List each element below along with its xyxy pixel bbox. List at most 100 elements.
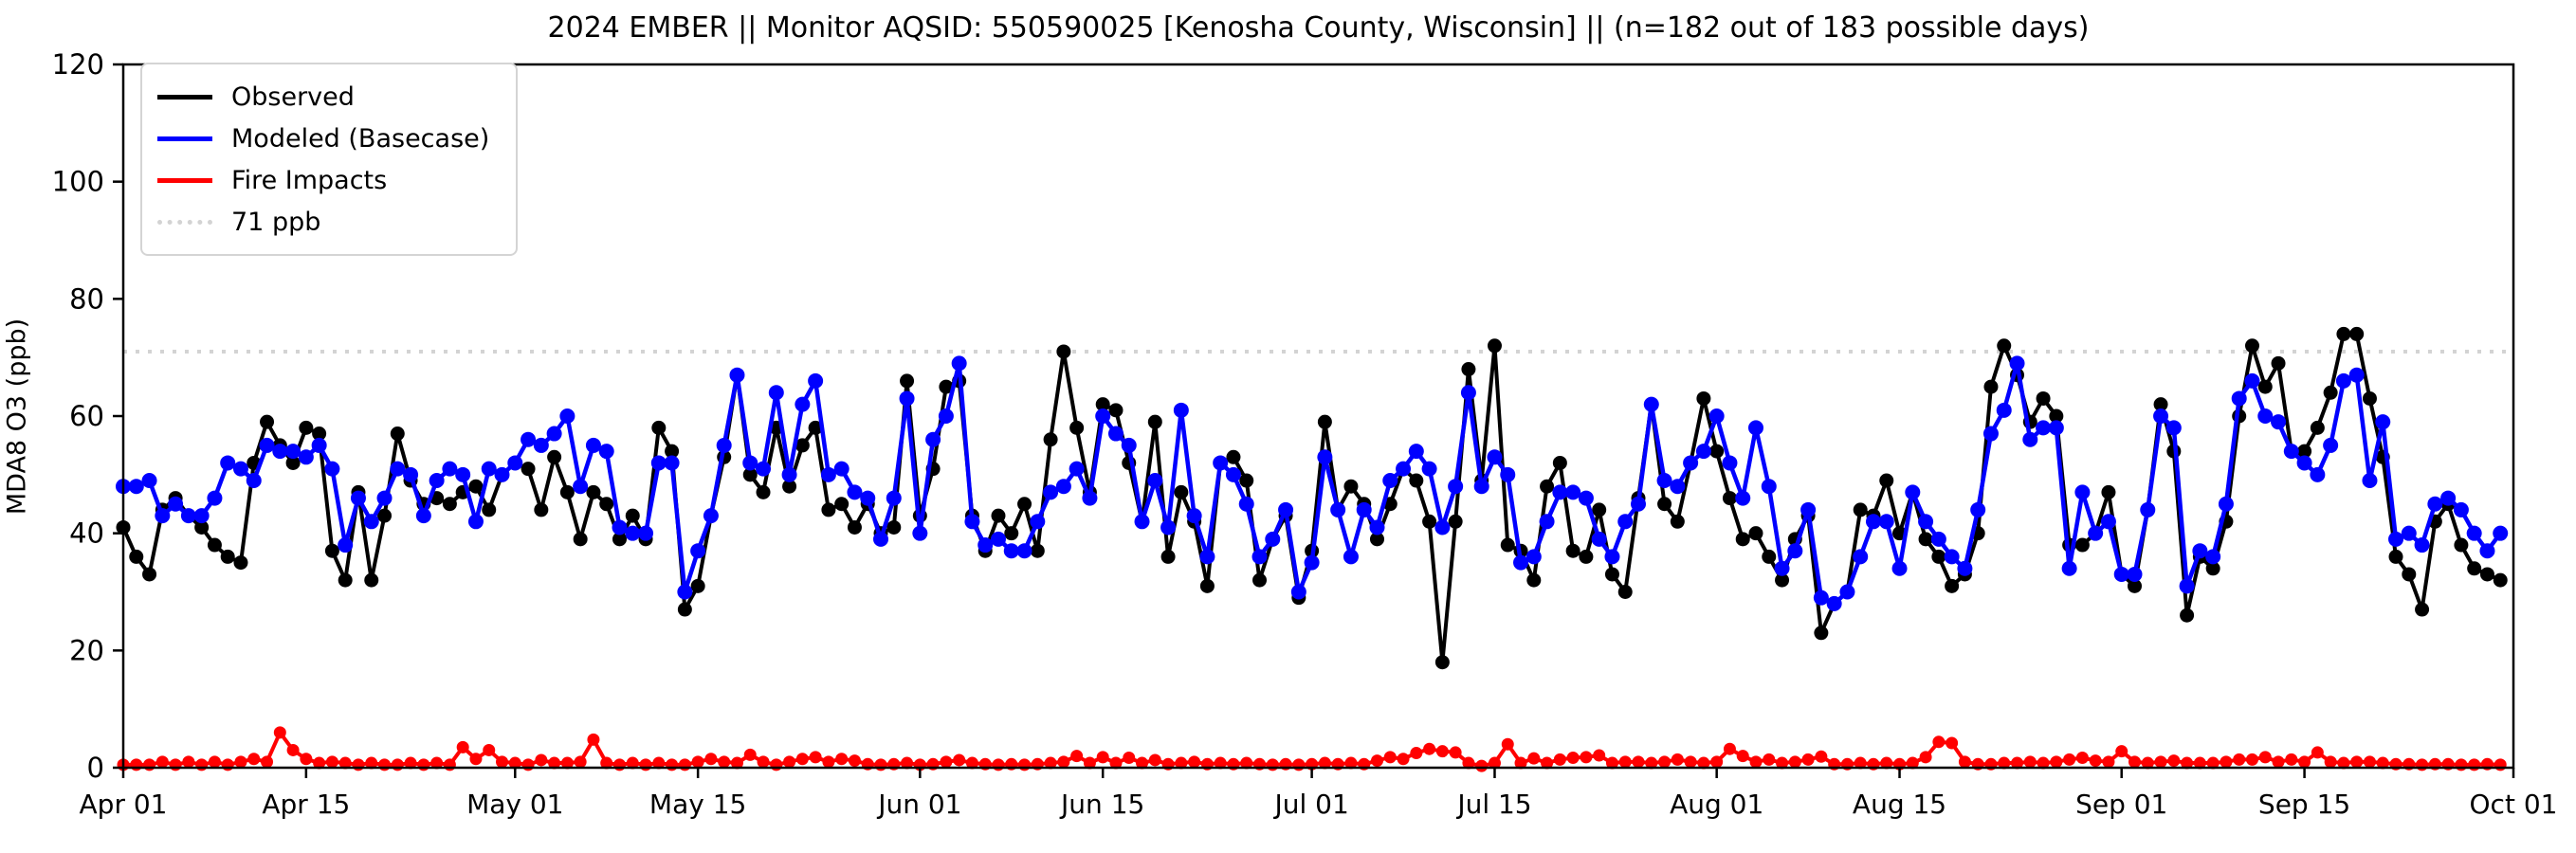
data-point: [1946, 736, 1959, 750]
data-point: [232, 461, 248, 477]
data-point: [285, 455, 301, 470]
data-point: [1107, 426, 1124, 442]
data-point: [664, 455, 680, 471]
data-point: [2257, 379, 2273, 394]
data-point: [2375, 414, 2391, 430]
data-point: [795, 396, 811, 412]
data-point: [1566, 751, 1580, 764]
data-point: [1175, 756, 1188, 770]
data-point: [1578, 490, 1594, 506]
data-point: [1618, 755, 1632, 769]
data-point: [2271, 414, 2287, 430]
data-point: [2036, 420, 2052, 436]
data-point: [2455, 758, 2468, 771]
data-point: [1605, 756, 1618, 770]
data-point: [1983, 379, 1999, 394]
data-point: [1056, 344, 1071, 359]
data-point: [1787, 543, 1803, 559]
modeled-line-swatch: [157, 136, 212, 141]
data-point: [2154, 755, 2167, 769]
data-point: [2362, 390, 2377, 406]
data-point: [2206, 756, 2220, 770]
data-point: [2467, 561, 2482, 576]
data-point: [1656, 473, 1672, 489]
data-point: [2205, 549, 2221, 565]
data-point: [141, 473, 157, 489]
data-point: [1487, 449, 1503, 465]
data-point: [795, 753, 809, 766]
data-point: [1998, 756, 2011, 770]
data-point: [990, 531, 1006, 547]
data-point: [677, 602, 692, 617]
data-point: [586, 484, 601, 499]
data-point: [1421, 461, 1437, 477]
data-point: [873, 531, 889, 547]
data-point: [1396, 461, 1412, 477]
data-point: [260, 414, 275, 429]
data-point: [1500, 466, 1516, 482]
data-point: [311, 437, 327, 453]
data-point: [1304, 554, 1320, 571]
data-point: [1553, 753, 1566, 766]
data-point: [573, 532, 588, 547]
x-tick-label: Apr 01: [80, 789, 168, 820]
data-point: [2037, 756, 2050, 770]
data-point: [376, 490, 393, 506]
data-point: [560, 756, 574, 770]
data-point: [2323, 385, 2338, 400]
data-point: [1043, 484, 1059, 500]
data-point: [313, 756, 326, 770]
x-tick-label: Jun 15: [1059, 789, 1144, 820]
data-point: [1683, 455, 1699, 471]
data-point: [2388, 549, 2403, 564]
data-point: [782, 479, 797, 494]
data-point: [1213, 455, 1229, 471]
data-point: [1030, 543, 1045, 558]
data-point: [821, 502, 836, 517]
data-point: [704, 753, 718, 766]
data-point: [1645, 756, 1658, 770]
data-point: [1239, 473, 1254, 488]
data-point: [2179, 578, 2195, 594]
data-point: [2023, 755, 2037, 769]
data-point: [833, 461, 850, 477]
data-point: [1774, 560, 1790, 576]
data-point: [599, 497, 614, 512]
data-point: [194, 519, 210, 535]
data-point: [795, 438, 810, 453]
data-point: [665, 444, 680, 459]
data-point: [1540, 479, 1555, 494]
data-point: [338, 537, 354, 554]
data-point: [901, 756, 914, 770]
data-point: [2180, 608, 2195, 623]
data-point: [690, 578, 705, 593]
data-point: [1723, 742, 1736, 755]
x-tick-label: Aug 15: [1853, 789, 1946, 820]
data-point: [1722, 491, 1737, 506]
data-point: [220, 549, 235, 564]
data-point: [1552, 455, 1567, 470]
data-point: [2127, 566, 2143, 582]
x-axis: Apr 01 Apr 15 May 01 May 15 Jun 01 Jun 15 Jul …: [80, 768, 2557, 820]
data-point: [1501, 737, 1514, 751]
data-point: [1526, 549, 1542, 565]
data-point: [2298, 755, 2311, 769]
data-point: [718, 755, 731, 769]
data-point: [2063, 753, 2076, 766]
data-point: [1199, 549, 1215, 565]
data-point: [820, 466, 836, 482]
data-point: [1906, 756, 1919, 770]
data-point: [364, 572, 379, 588]
data-point: [2192, 543, 2208, 559]
data-point: [559, 484, 575, 499]
data-point: [2115, 745, 2128, 758]
legend: Observed Modeled (Basecase) Fire Impacts…: [140, 63, 518, 256]
data-point: [1225, 466, 1241, 482]
data-point: [1749, 755, 1763, 769]
data-point: [403, 466, 419, 482]
data-point: [1044, 756, 1057, 770]
data-point: [977, 537, 994, 554]
data-point: [2220, 755, 2233, 769]
data-point: [1880, 756, 1893, 770]
data-point: [1565, 543, 1580, 558]
